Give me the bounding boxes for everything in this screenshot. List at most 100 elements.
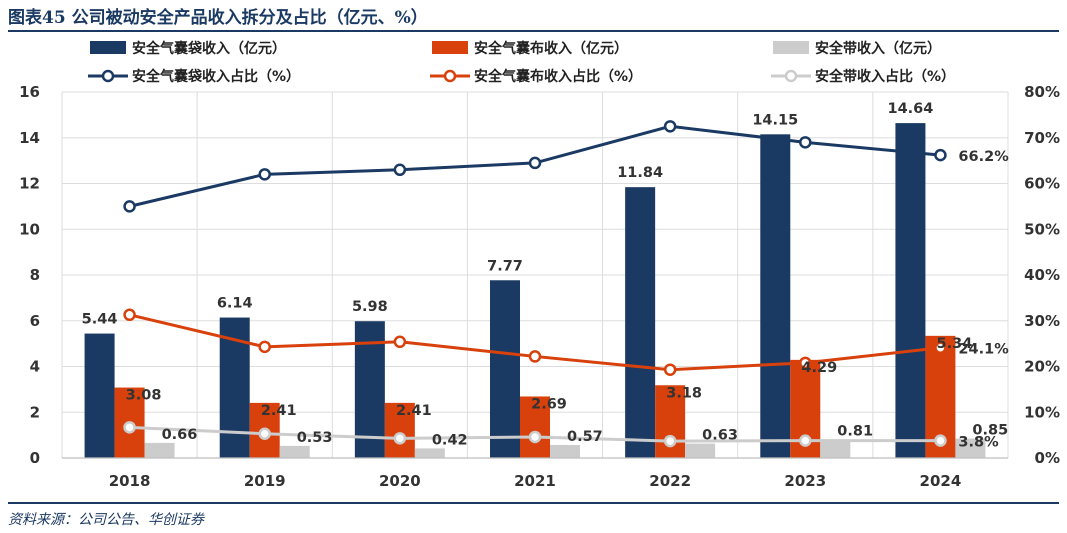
bar-data-label: 0.53 (297, 430, 333, 446)
chart-title: 图表45 公司被动安全产品收入拆分及占比（亿元、%） (8, 8, 428, 28)
legend-label: 安全气囊布收入占比（%） (474, 68, 642, 85)
y-left-tick-label: 4 (30, 358, 40, 376)
x-tick-label: 2024 (920, 472, 962, 490)
gridlines (61, 91, 1009, 459)
line-point (528, 156, 542, 170)
legend: 安全气囊袋收入（亿元） 安全气囊布收入（亿元） 安全带收入（亿元） 安全气囊袋收入占比… (88, 40, 955, 85)
y-left-tick-label: 14 (19, 129, 40, 147)
y-right-tick-label: 10% (1024, 403, 1060, 421)
legend-swatch-marker (784, 69, 798, 83)
line-point (528, 430, 542, 444)
bar (490, 280, 520, 458)
x-tick-label: 2019 (244, 472, 286, 490)
legend-label: 安全带收入（亿元） (815, 40, 941, 57)
x-tick-label: 2021 (514, 472, 556, 490)
line-point (934, 148, 947, 162)
line-point (799, 356, 812, 370)
line-point (528, 350, 542, 363)
y-left-tick-label: 16 (19, 83, 40, 101)
line-point (799, 434, 812, 447)
line-point (393, 335, 407, 349)
bar-data-label: 3.18 (666, 385, 702, 401)
bar-data-label: 14.15 (752, 112, 798, 128)
bar (279, 445, 310, 458)
footer-divider (8, 502, 1059, 504)
bar-data-label: 0.85 (972, 423, 1008, 439)
bar-data-label: 14.64 (887, 101, 933, 117)
line-point (663, 363, 677, 376)
bar-data-label: 11.84 (617, 165, 663, 181)
bar (955, 438, 986, 458)
line-end-label: 24.1% (958, 342, 1009, 358)
legend-swatch-marker (101, 69, 115, 83)
bar-data-label: 0.42 (432, 432, 468, 448)
bar-data-label: 0.66 (162, 427, 198, 443)
bar-data-label: 6.14 (217, 296, 253, 312)
y-right-tick-label: 70% (1024, 129, 1060, 147)
bar (895, 123, 926, 459)
y-left-tick-label: 6 (30, 312, 40, 330)
x-tick-label: 2018 (109, 472, 151, 490)
y-left-tick-label: 2 (30, 403, 40, 421)
source-note: 资料来源：公司公告、华创证券 (8, 512, 204, 528)
line-point (258, 427, 271, 441)
y-left-tick-label: 8 (30, 266, 40, 284)
bar (144, 442, 175, 458)
bar-data-label: 2.41 (261, 403, 297, 419)
bar-data-label: 5.34 (937, 336, 973, 352)
bar (550, 444, 580, 458)
line-point (663, 120, 677, 133)
legend-swatch-bar (773, 41, 809, 54)
x-tick-label: 2023 (784, 472, 826, 490)
legend-label: 安全气囊布收入（亿元） (474, 40, 628, 57)
bar (384, 402, 415, 458)
legend-swatch-bar (90, 41, 126, 54)
bar-data-label: 0.57 (567, 429, 603, 445)
y-right-tick-label: 20% (1024, 358, 1060, 376)
bar-data-label: 4.29 (801, 360, 837, 376)
line-point (393, 432, 407, 445)
title-divider (8, 30, 1059, 32)
y-left-tick-label: 12 (19, 175, 40, 193)
x-tick-label: 2020 (379, 472, 421, 490)
bar-data-label: 0.81 (837, 423, 873, 439)
bar-data-label: 0.63 (702, 428, 738, 444)
bar (820, 439, 851, 458)
bar-data-label: 7.77 (487, 258, 523, 274)
y-right-tick-label: 0% (1035, 449, 1060, 467)
bar (760, 134, 791, 458)
bar-data-label: 5.98 (352, 299, 388, 315)
y-right-tick-label: 60% (1024, 175, 1060, 193)
line-point (123, 200, 136, 213)
bar (625, 187, 656, 458)
bar-data-label: 5.44 (82, 312, 118, 328)
line-end-label: 3.8% (958, 435, 999, 451)
line-point (663, 434, 677, 448)
legend-swatch-bar (432, 41, 468, 54)
legend-label: 安全带收入占比（%） (815, 68, 955, 85)
y-left-tick-label: 0 (30, 449, 40, 467)
line-point (258, 340, 271, 354)
line-point (123, 421, 136, 434)
x-tick-label: 2022 (649, 472, 691, 490)
line-point (934, 434, 947, 447)
y-left-tick-label: 10 (19, 220, 40, 238)
bar-series (84, 123, 986, 459)
line-point (258, 168, 271, 181)
y-right-tick-label: 50% (1024, 220, 1060, 238)
line-point (934, 341, 947, 354)
line-series (123, 120, 947, 448)
legend-label: 安全气囊袋收入占比（%） (132, 68, 300, 85)
axes: 0 2 4 6 8 10 12 14 16 0% 10% 20% 30% 40% 50% 60% 70% 80% 2… (19, 83, 1060, 490)
bar-data-label: 2.41 (396, 403, 432, 419)
line-end-label: 66.2% (958, 149, 1009, 165)
y-right-tick-label: 80% (1024, 83, 1060, 101)
data-labels: 5.44 6.14 5.98 7.77 11.84 14.15 14.64 3.08 2.41 2… (82, 101, 1010, 451)
bar (84, 333, 115, 458)
bar (414, 448, 445, 458)
line-point (799, 136, 812, 149)
y-right-tick-label: 40% (1024, 266, 1060, 284)
bar (685, 443, 716, 458)
bar-data-label: 3.08 (126, 388, 162, 404)
